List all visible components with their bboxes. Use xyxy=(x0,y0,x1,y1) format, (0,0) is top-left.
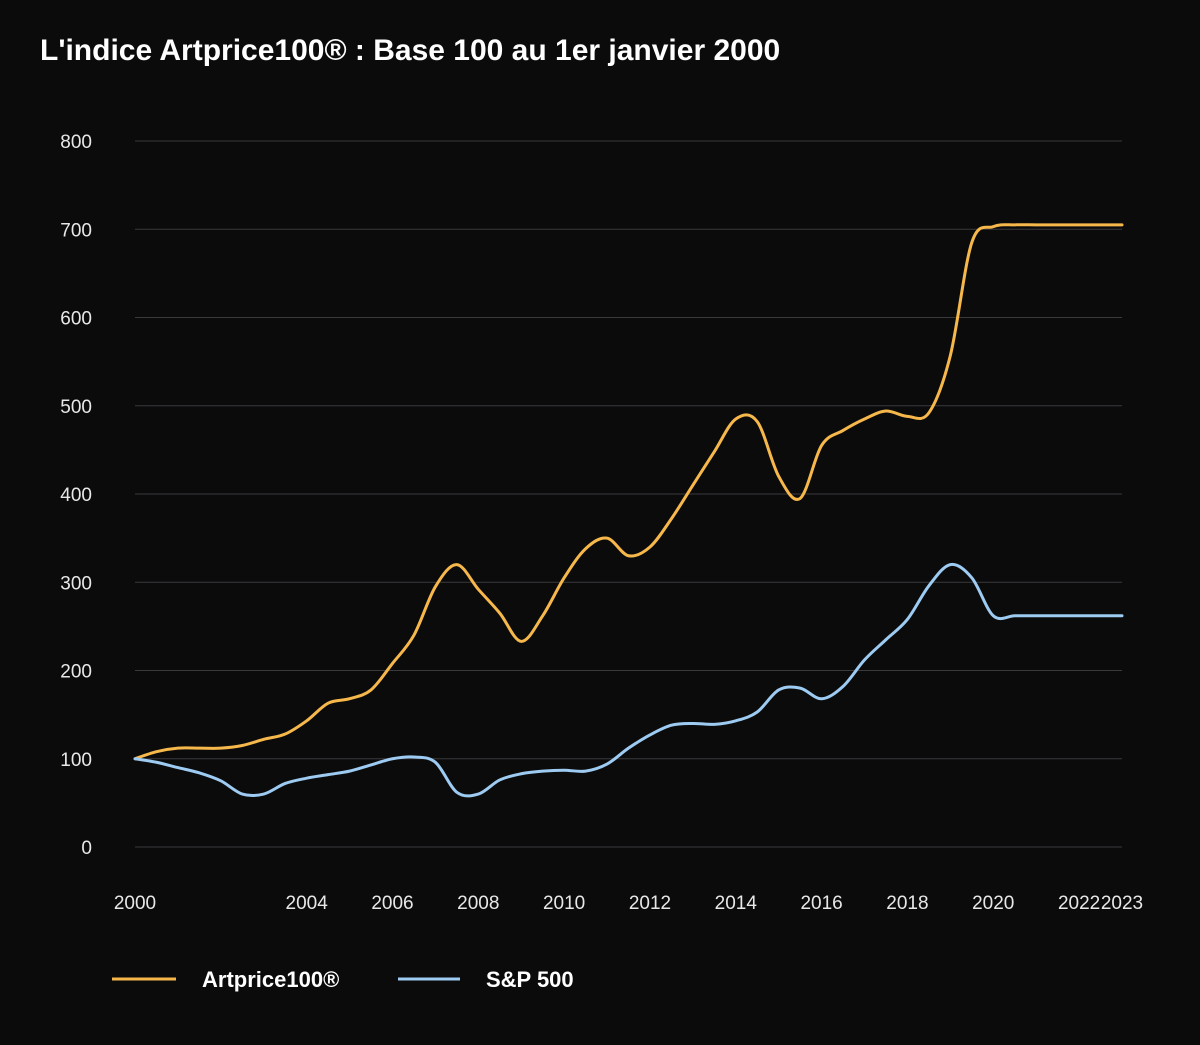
x-tick-label: 2004 xyxy=(286,893,329,914)
grid-lines xyxy=(135,140,1122,848)
y-axis-ticks: 0 100 200 300 400 500 600 700 800 xyxy=(60,132,92,859)
x-tick-label: 2016 xyxy=(800,893,842,914)
y-tick-label: 300 xyxy=(60,573,92,594)
legend-label-artprice: Artprice100® xyxy=(202,967,339,992)
x-tick-label: 2006 xyxy=(371,893,413,914)
chart-title: L'indice Artprice100® : Base 100 au 1er … xyxy=(40,34,781,67)
artprice100-line xyxy=(133,223,1124,761)
y-tick-label: 800 xyxy=(60,132,92,153)
y-tick-label: 400 xyxy=(60,485,92,506)
x-tick-label: 2008 xyxy=(457,893,499,914)
y-tick-label: 200 xyxy=(60,662,92,683)
y-tick-label: 100 xyxy=(60,750,92,771)
y-tick-label: 700 xyxy=(60,220,92,241)
y-tick-label: 500 xyxy=(60,397,92,418)
legend: Artprice100® S&P 500 xyxy=(112,967,574,992)
y-tick-label: 0 xyxy=(81,838,92,859)
x-axis-ticks: 2000 2004 2006 2008 2010 2012 2014 2016 2018 2020… xyxy=(114,893,1143,914)
x-tick-label: 2014 xyxy=(715,893,758,914)
x-tick-label: 2022 xyxy=(1058,893,1100,914)
series-lines xyxy=(133,223,1124,798)
sp500-line xyxy=(133,562,1124,798)
x-tick-label: 2023 xyxy=(1101,893,1143,914)
x-tick-label: 2018 xyxy=(886,893,928,914)
x-tick-label: 2012 xyxy=(629,893,671,914)
y-tick-label: 600 xyxy=(60,309,92,330)
x-tick-label: 2020 xyxy=(972,893,1014,914)
x-tick-label: 2000 xyxy=(114,893,156,914)
legend-label-sp500: S&P 500 xyxy=(486,967,574,992)
x-tick-label: 2010 xyxy=(543,893,585,914)
